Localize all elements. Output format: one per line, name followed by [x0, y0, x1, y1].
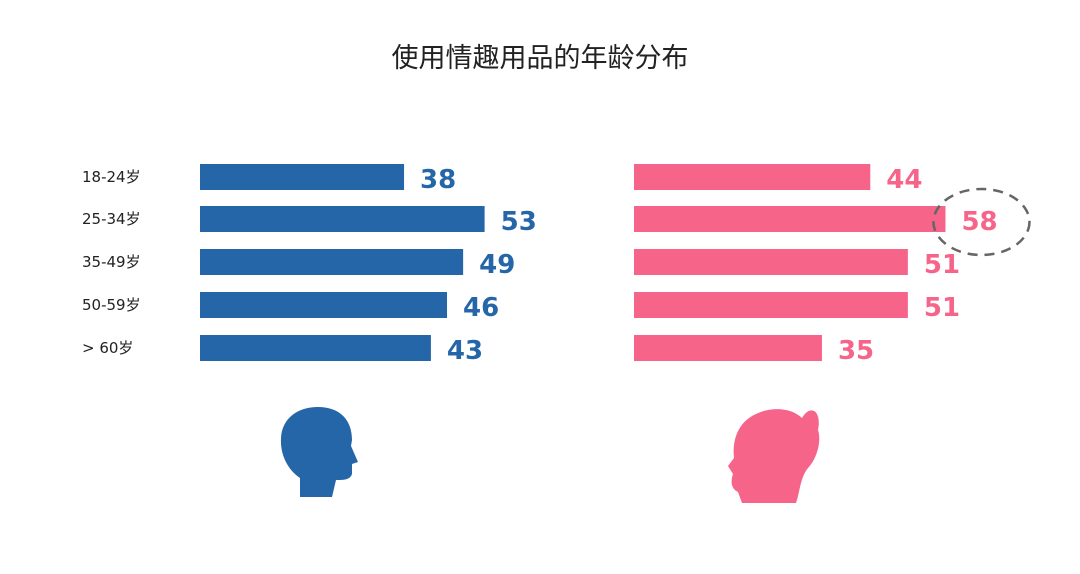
bar [200, 292, 448, 318]
male-head-silhouette-icon [280, 407, 358, 497]
bar [634, 164, 871, 190]
data-label: 53 [501, 207, 537, 237]
category-label: 18-24岁 [82, 168, 141, 186]
bar [634, 292, 908, 318]
category-label: 25-34岁 [82, 210, 141, 228]
bar [634, 249, 908, 275]
bar [200, 164, 405, 190]
data-label: 51 [924, 250, 960, 280]
category-label: 35-49岁 [82, 253, 141, 271]
female-head-silhouette-icon [728, 409, 820, 503]
data-label: 51 [924, 293, 960, 323]
data-label: 35 [838, 336, 874, 366]
data-label: 43 [447, 336, 483, 366]
bar [634, 206, 946, 232]
category-label: 50-59岁 [82, 296, 141, 314]
bar [200, 249, 464, 275]
data-label: 44 [886, 165, 922, 195]
data-label: 58 [961, 207, 997, 237]
data-label: 38 [420, 165, 456, 195]
highlight-ellipse [932, 187, 1031, 257]
data-label: 49 [479, 250, 515, 280]
category-label: > 60岁 [82, 339, 133, 357]
bar [200, 335, 431, 361]
bar [634, 335, 822, 361]
bar [200, 206, 485, 232]
data-label: 46 [463, 293, 499, 323]
chart-title: 使用情趣用品的年龄分布 [391, 43, 689, 74]
